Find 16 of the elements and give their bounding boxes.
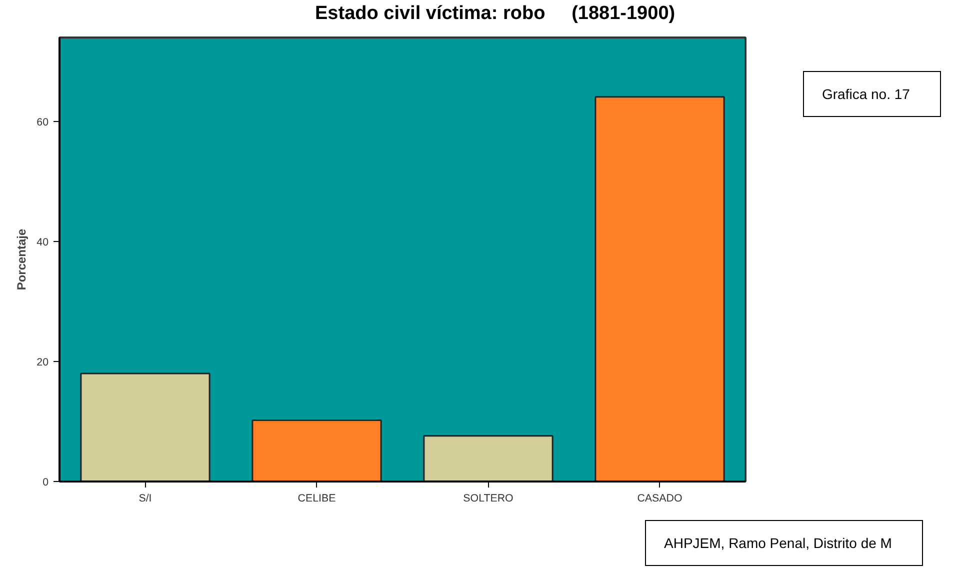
- x-tick-label: SOLTERO: [463, 492, 514, 504]
- text: Grafica no. 17: [822, 85, 910, 104]
- y-tick-label: 60: [36, 116, 49, 128]
- y-tick-label: 40: [36, 236, 49, 248]
- text: AHPJEM, Ramo Penal, Distrito de M: [664, 534, 892, 553]
- chart-title: Estado civil víctima: robo (1881-1900): [315, 2, 676, 26]
- y-tick-label: 20: [36, 356, 49, 368]
- x-tick-label: S/I: [138, 492, 152, 504]
- y-axis-title: Porcentaje: [14, 228, 29, 290]
- x-tick-label: CASADO: [637, 492, 682, 504]
- bar: [594, 96, 725, 482]
- x-tick-label: CELIBE: [298, 492, 336, 504]
- bar: [423, 435, 554, 482]
- bar: [252, 420, 382, 482]
- bar: [80, 372, 210, 482]
- y-tick-label: 0: [42, 476, 49, 488]
